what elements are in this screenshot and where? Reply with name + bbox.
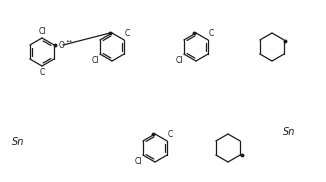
Text: C: C	[39, 68, 45, 77]
Text: Cl: Cl	[134, 157, 142, 166]
Text: Cl: Cl	[38, 27, 46, 36]
Text: Sn: Sn	[283, 127, 295, 137]
Text: ••: ••	[66, 39, 73, 45]
Text: C: C	[209, 29, 215, 38]
Text: Sn: Sn	[12, 137, 24, 147]
Text: C: C	[168, 130, 173, 139]
Text: Cl: Cl	[91, 56, 99, 65]
Text: Cl: Cl	[175, 56, 183, 65]
Text: C: C	[125, 29, 130, 38]
Text: O: O	[59, 41, 65, 50]
